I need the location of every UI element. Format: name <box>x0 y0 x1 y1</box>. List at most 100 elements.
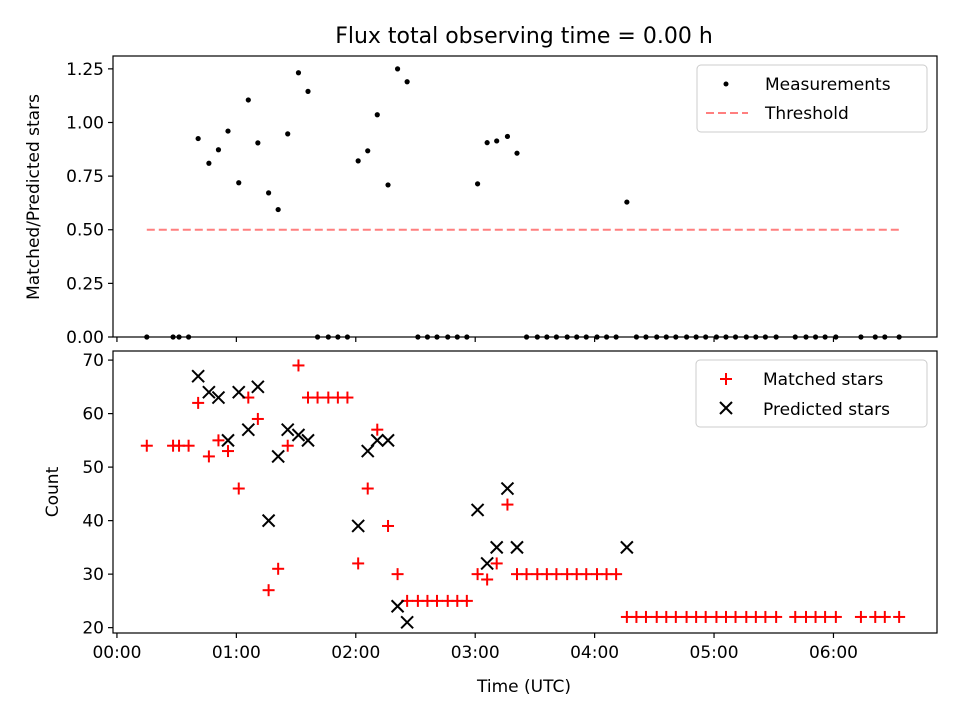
measurement-point <box>474 181 481 187</box>
measurement-point <box>858 334 864 340</box>
measurement-point <box>415 334 421 340</box>
predicted-star-point <box>251 380 265 394</box>
bottom-ytick-label: 40 <box>82 512 104 532</box>
legend-matched-marker <box>720 373 732 385</box>
matched-star-point <box>281 439 294 452</box>
top-series <box>144 66 902 340</box>
measurement-point <box>454 334 460 340</box>
legend-matched-label: Matched stars <box>763 370 883 390</box>
predicted-star-point <box>261 513 276 528</box>
measurement-point <box>553 334 560 340</box>
matched-star-point <box>829 610 842 623</box>
measurement-point <box>822 334 828 340</box>
bottom-legend: Matched stars Predicted stars <box>695 359 928 428</box>
bottom-xtick-label: 06:00 <box>809 643 858 663</box>
predicted-star-point <box>202 385 216 399</box>
top-ytick-label: 0.75 <box>66 167 104 187</box>
measurement-point <box>225 128 231 134</box>
predicted-star-point <box>221 433 235 448</box>
predicted-star-point <box>500 481 515 496</box>
measurement-point <box>325 334 331 340</box>
matched-star-point <box>893 610 906 623</box>
matched-star-point <box>212 434 225 447</box>
top-ytick-label: 1.00 <box>66 113 104 133</box>
predicted-star-point <box>370 433 384 448</box>
predicted-star-point <box>241 422 256 437</box>
predicted-star-point <box>351 519 365 533</box>
matched-star-point <box>854 610 867 623</box>
matched-star-point <box>580 568 593 581</box>
matched-star-point <box>341 391 354 404</box>
measurement-point <box>654 334 660 340</box>
bottom-xtick-label: 00:00 <box>92 643 141 663</box>
matched-star-point <box>520 568 533 581</box>
top-panel: Matched/Predicted stars 0.00 0.25 0.50 0.75… <box>24 55 938 348</box>
measurement-point <box>544 334 550 340</box>
measurement-point <box>185 334 192 340</box>
predicted-star-point <box>191 369 205 383</box>
predicted-star-point <box>291 428 306 442</box>
measurement-point <box>872 334 878 340</box>
measurement-point <box>195 135 201 142</box>
measurement-point <box>583 334 589 340</box>
matched-star-point <box>490 557 503 570</box>
top-ytick-label: 0.00 <box>66 328 104 348</box>
predicted-star-point <box>232 385 246 399</box>
measurement-point <box>464 334 470 340</box>
matched-star-point <box>669 610 682 623</box>
predicted-star-point <box>390 599 405 613</box>
bottom-axes-frame <box>112 350 938 634</box>
figure-title: Flux total observing time = 0.00 h <box>335 24 713 49</box>
bottom-ytick-label: 60 <box>82 405 104 425</box>
bottom-legend-box <box>695 359 928 428</box>
measurement-point <box>673 334 679 340</box>
measurement-point <box>792 334 798 340</box>
predicted-star-point <box>271 449 285 464</box>
measurement-point <box>703 334 709 340</box>
matched-star-point <box>501 498 514 511</box>
measurement-point <box>523 334 530 340</box>
measurement-point <box>732 334 739 340</box>
measurement-point <box>713 334 720 340</box>
predicted-star-point <box>510 540 524 555</box>
measurement-point <box>305 88 311 94</box>
measurement-point <box>314 334 321 340</box>
predicted-star-point <box>211 390 226 405</box>
legend-predicted-label: Predicted stars <box>763 400 890 420</box>
measurement-point <box>295 70 302 76</box>
measurement-point <box>882 334 888 340</box>
predicted-star-point <box>301 433 315 448</box>
legend-threshold-label: Threshold <box>764 104 849 124</box>
measurement-point <box>643 334 649 340</box>
legend-predicted-marker <box>719 401 733 415</box>
measurement-point <box>514 150 520 156</box>
measurement-point <box>603 334 610 340</box>
matched-star-point <box>699 610 712 623</box>
measurement-point <box>404 79 410 85</box>
matched-star-point <box>382 519 395 532</box>
measurement-point <box>255 140 261 146</box>
top-ytick-label: 0.25 <box>66 274 104 294</box>
measurement-point <box>215 147 222 153</box>
matched-star-point <box>272 562 285 575</box>
matched-star-point <box>391 568 404 581</box>
measurement-point <box>385 182 391 188</box>
measurement-point <box>723 334 729 340</box>
matched-star-point <box>819 610 832 623</box>
bottom-ytick-label: 30 <box>82 565 104 585</box>
measurement-point <box>206 160 212 166</box>
matched-star-point <box>140 439 153 452</box>
matched-star-point <box>639 610 652 623</box>
measurement-point <box>266 190 272 196</box>
measurement-point <box>424 334 431 340</box>
measurement-point <box>833 334 839 340</box>
measurement-point <box>335 334 341 340</box>
matched-star-point <box>770 610 783 623</box>
matched-star-point <box>550 568 563 581</box>
bottom-x-ticks: 00:00 01:00 02:00 03:00 04:00 05:00 06:00 <box>92 633 858 663</box>
predicted-star-point <box>400 615 414 630</box>
matched-star-point <box>352 557 365 570</box>
matched-star-point <box>371 423 384 436</box>
matched-star-point <box>182 439 195 452</box>
